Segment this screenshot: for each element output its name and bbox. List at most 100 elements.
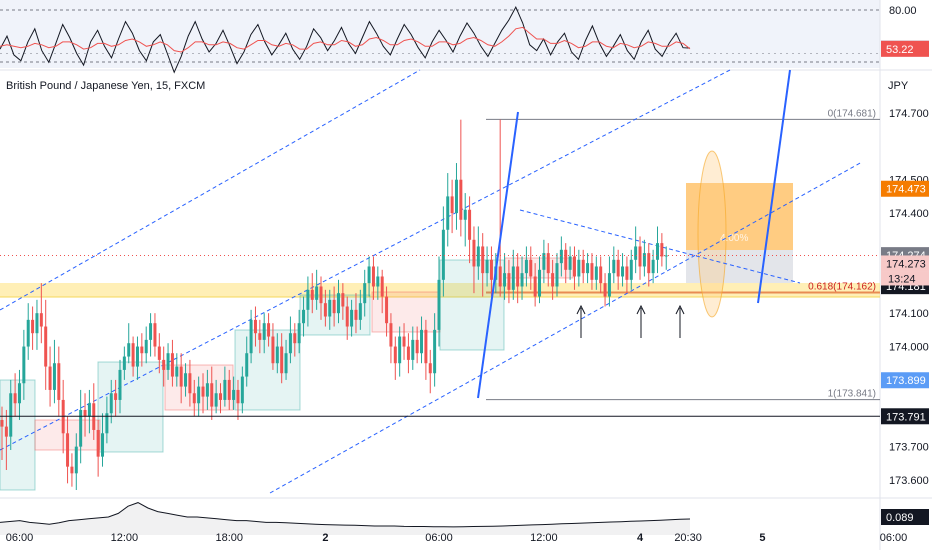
triangle-upper — [519, 209, 801, 284]
rsi-value-badge-bg — [881, 40, 929, 57]
candle-body — [232, 389, 236, 400]
currency-label: JPY — [888, 80, 909, 92]
price-badge: 173.899 — [886, 375, 926, 387]
candle-body — [538, 269, 542, 297]
candles[interactable] — [0, 119, 668, 491]
candle-body — [354, 309, 358, 320]
candle-body — [214, 393, 218, 407]
candle-body — [31, 319, 35, 334]
volume-badge: 0.089 — [886, 512, 914, 524]
trendline-steep-right — [757, 69, 791, 304]
candle-body — [258, 333, 262, 340]
candle-body — [13, 393, 17, 404]
candle-body — [52, 363, 56, 390]
channel-lower — [269, 161, 863, 494]
candle-body — [446, 196, 450, 230]
candle-body — [533, 276, 537, 297]
candle-body — [367, 266, 371, 284]
candle-body — [127, 343, 131, 357]
y-tick-label: 174.400 — [889, 208, 929, 220]
candle-body — [87, 403, 91, 417]
stop-zone — [686, 250, 793, 283]
candle-body — [594, 266, 598, 280]
candle-body — [140, 346, 144, 354]
candle-body — [380, 276, 384, 297]
candle-body — [144, 339, 148, 354]
candle-body — [437, 279, 441, 330]
candle-body — [35, 313, 39, 334]
x-tick-label: 4 — [637, 532, 644, 544]
rsi-tick-label: 80.00 — [889, 5, 917, 17]
candle-body — [188, 373, 192, 394]
candle-body — [625, 266, 629, 280]
price-badge: 174.473 — [886, 184, 926, 196]
target-label: 4.00% — [720, 233, 748, 244]
candle-body — [197, 386, 201, 404]
candle-body — [363, 283, 367, 304]
candle-body — [385, 296, 389, 324]
candle-body — [205, 383, 209, 397]
symbol-title: British Pound / Japanese Yen, 15, FXCM — [6, 80, 206, 92]
candle-body — [105, 413, 109, 434]
order-block-box — [371, 291, 441, 333]
candle-body — [17, 383, 21, 404]
candle-body — [350, 309, 354, 327]
candle-body — [293, 333, 297, 344]
candle-body — [280, 346, 284, 374]
price-annotations-front[interactable]: 0(174.681) 0.618(174.162) 1(173.841) — [0, 69, 880, 417]
candle-body — [210, 383, 214, 407]
candle-body — [345, 306, 349, 327]
candle-body — [424, 329, 428, 364]
candle-body — [542, 253, 546, 270]
candle-body — [577, 259, 581, 277]
candle-body — [568, 256, 572, 270]
candle-body — [223, 379, 227, 400]
candle-body — [83, 409, 87, 417]
candle-body — [599, 266, 603, 284]
candle-body — [122, 356, 126, 370]
candle-body — [389, 323, 393, 347]
y-tick-label: 174.100 — [889, 308, 929, 320]
candle-body — [341, 293, 345, 307]
candle-body — [651, 259, 655, 274]
candle-body — [398, 336, 402, 364]
candle-body — [39, 313, 43, 327]
candle-body — [184, 373, 188, 387]
candle-body — [516, 266, 520, 287]
candle-body — [402, 336, 406, 347]
rsi-value-badge: 53.22 — [886, 44, 914, 56]
candle-body — [219, 393, 222, 400]
candle-body — [590, 263, 594, 280]
candle-body — [572, 256, 576, 277]
candle-body — [74, 446, 78, 474]
candle-body — [323, 303, 327, 317]
price-badge-bg — [881, 372, 929, 389]
volume-line — [0, 502, 691, 528]
candle-body — [149, 323, 153, 340]
up-arrow-head — [675, 304, 685, 315]
fib-label: 0.618(174.162) — [808, 281, 876, 292]
candle-body — [660, 243, 664, 257]
candle-body — [332, 299, 336, 314]
rsi-pane[interactable] — [0, 5, 880, 74]
candle-body — [162, 359, 166, 370]
candle-body — [664, 255, 668, 257]
candle-body — [253, 319, 257, 334]
volume-area — [0, 502, 690, 535]
x-tick-label: 5 — [759, 532, 765, 544]
price-badge-bg — [881, 180, 929, 197]
candle-body — [411, 339, 415, 360]
candle-body — [420, 329, 424, 354]
order-block-box — [439, 259, 505, 351]
candle-body — [109, 393, 113, 414]
candle-body — [288, 333, 292, 354]
candle-body — [485, 259, 489, 274]
candle-body — [336, 293, 340, 314]
candle-body — [450, 196, 454, 214]
countdown-bg — [881, 271, 929, 286]
candle-body — [642, 253, 646, 267]
x-tick-label: 12:00 — [530, 532, 558, 544]
candle-body — [79, 409, 83, 447]
